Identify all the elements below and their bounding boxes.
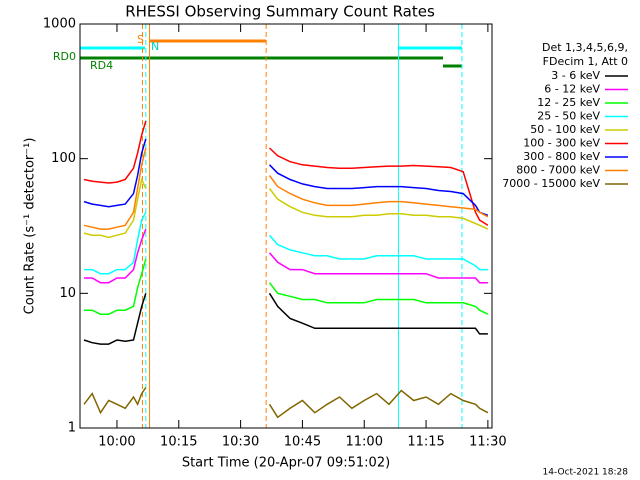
legend-header: Det 1,3,4,5,6,9, — [542, 41, 628, 54]
legend-label: 300 - 800 keV — [523, 150, 600, 163]
timestamp: 14-Oct-2021 18:28 — [543, 468, 629, 478]
series-line — [83, 177, 489, 239]
legend-label: 3 - 6 keV — [551, 69, 600, 82]
series-line — [83, 147, 489, 230]
legend-label: 800 - 7000 keV — [516, 164, 600, 177]
legend-header: FDecim 1, Att 0 — [543, 55, 628, 68]
annotation: RD0 — [53, 50, 76, 63]
series-line — [83, 292, 488, 345]
y-tick-label: 1000 — [43, 17, 76, 32]
series-line — [84, 258, 489, 315]
series-line — [83, 387, 489, 419]
x-tick-label: 11:15 — [407, 435, 444, 450]
legend-label: 50 - 100 keV — [530, 123, 600, 136]
annotation: N — [151, 40, 159, 53]
chart-title: RHESSI Observing Summary Count Rates — [125, 3, 435, 21]
plot-frame — [79, 23, 493, 429]
x-tick-label: 10:45 — [284, 435, 321, 450]
y-tick-label: 1 — [68, 421, 76, 436]
annotation: S — [137, 33, 144, 46]
legend-label: 7000 - 15000 keV — [502, 177, 600, 190]
annotation: RD4 — [90, 59, 113, 72]
x-axis-label: Start Time (20-Apr-07 09:51:02) — [182, 456, 390, 471]
y-tick-label: 10 — [59, 286, 76, 301]
series-line — [83, 138, 489, 217]
x-tick-label: 10:30 — [222, 435, 259, 450]
y-axis-label: Count Rate (s⁻¹ detector⁻¹) — [23, 138, 38, 315]
legend-label: 6 - 12 keV — [544, 83, 600, 96]
x-tick-label: 10:00 — [98, 435, 135, 450]
legend-label: 25 - 50 keV — [537, 110, 600, 123]
x-tick-label: 11:30 — [469, 435, 506, 450]
x-tick-label: 10:15 — [160, 435, 197, 450]
series-line — [83, 120, 489, 226]
y-tick-label: 100 — [51, 151, 76, 166]
x-tick-label: 11:00 — [346, 435, 383, 450]
legend-label: 12 - 25 keV — [537, 96, 600, 109]
legend-label: 100 - 300 keV — [523, 137, 600, 150]
series-line — [84, 211, 488, 275]
series-line — [84, 228, 488, 284]
